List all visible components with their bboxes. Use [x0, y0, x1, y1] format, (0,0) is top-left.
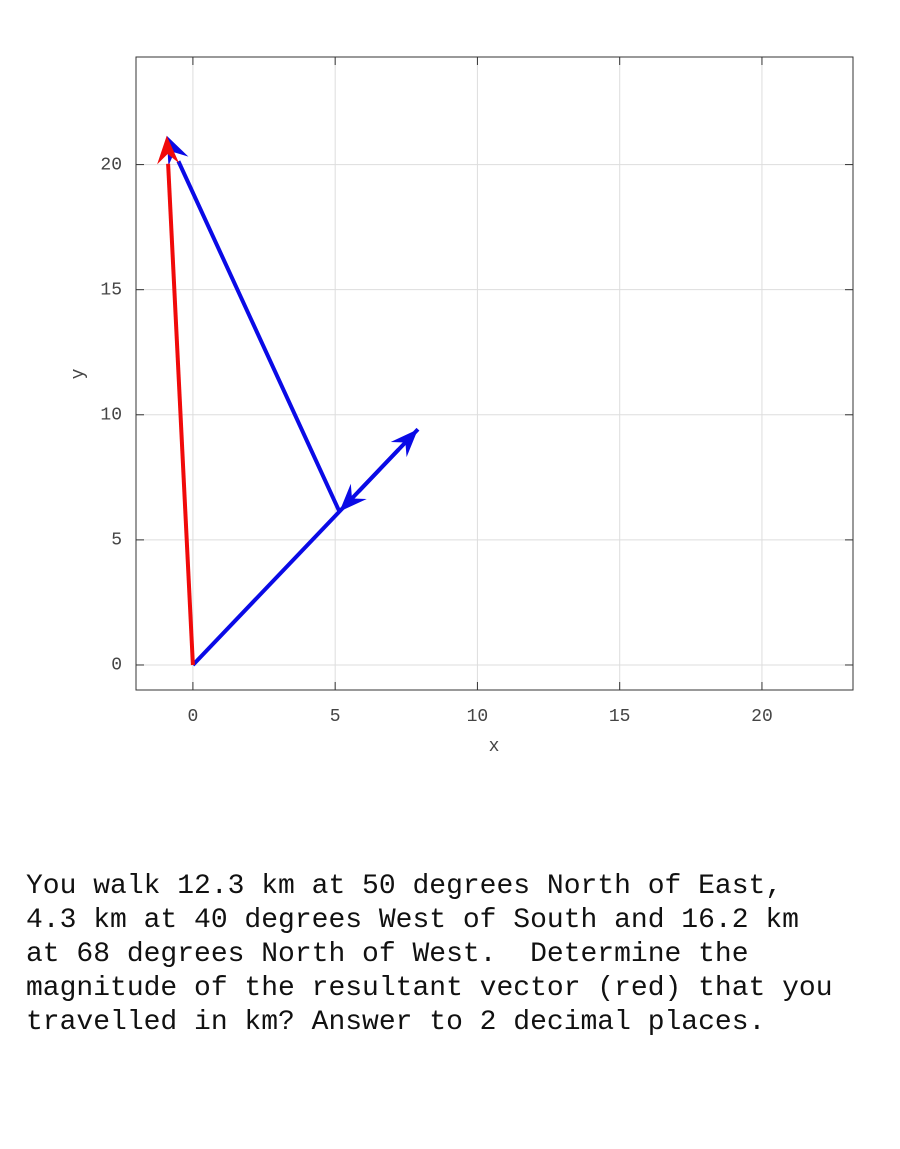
question-line: travelled in km? Answer to 2 decimal pla…: [26, 1007, 766, 1038]
arrow-head: [157, 135, 180, 165]
y-tick-label: 5: [111, 531, 122, 551]
question: You walk 12.3 km at 50 degrees North of …: [26, 870, 833, 1040]
plot-frame: [135, 56, 854, 691]
y-tick-label: 20: [100, 155, 122, 175]
y-tick-label: 0: [111, 656, 122, 676]
question-line: 4.3 km at 40 degrees West of South and 1…: [26, 905, 799, 936]
x-axis-label: x: [489, 737, 500, 757]
y-tick-label: 15: [100, 280, 122, 300]
x-tick-label: 10: [467, 707, 489, 727]
x-tick-label: 20: [751, 707, 773, 727]
x-tick-label: 5: [330, 707, 341, 727]
vector-line: [357, 427, 420, 493]
arrow-head: [339, 483, 367, 512]
vector-line: [166, 163, 195, 666]
y-axis-label: y: [69, 368, 89, 379]
chart: x y 0 5 10 15 20 0 5 10 15 20: [69, 56, 854, 757]
y-tick-label: 10: [100, 406, 122, 426]
question-line: at 68 degrees North of West. Determine t…: [26, 939, 749, 970]
x-tick-label: 15: [609, 707, 631, 727]
question-line: magnitude of the resultant vector (red) …: [26, 973, 833, 1004]
x-tick-label: 0: [187, 707, 198, 727]
vector-line: [176, 160, 342, 513]
arrow-head: [166, 135, 189, 166]
question-line: You walk 12.3 km at 50 degrees North of …: [26, 871, 783, 902]
